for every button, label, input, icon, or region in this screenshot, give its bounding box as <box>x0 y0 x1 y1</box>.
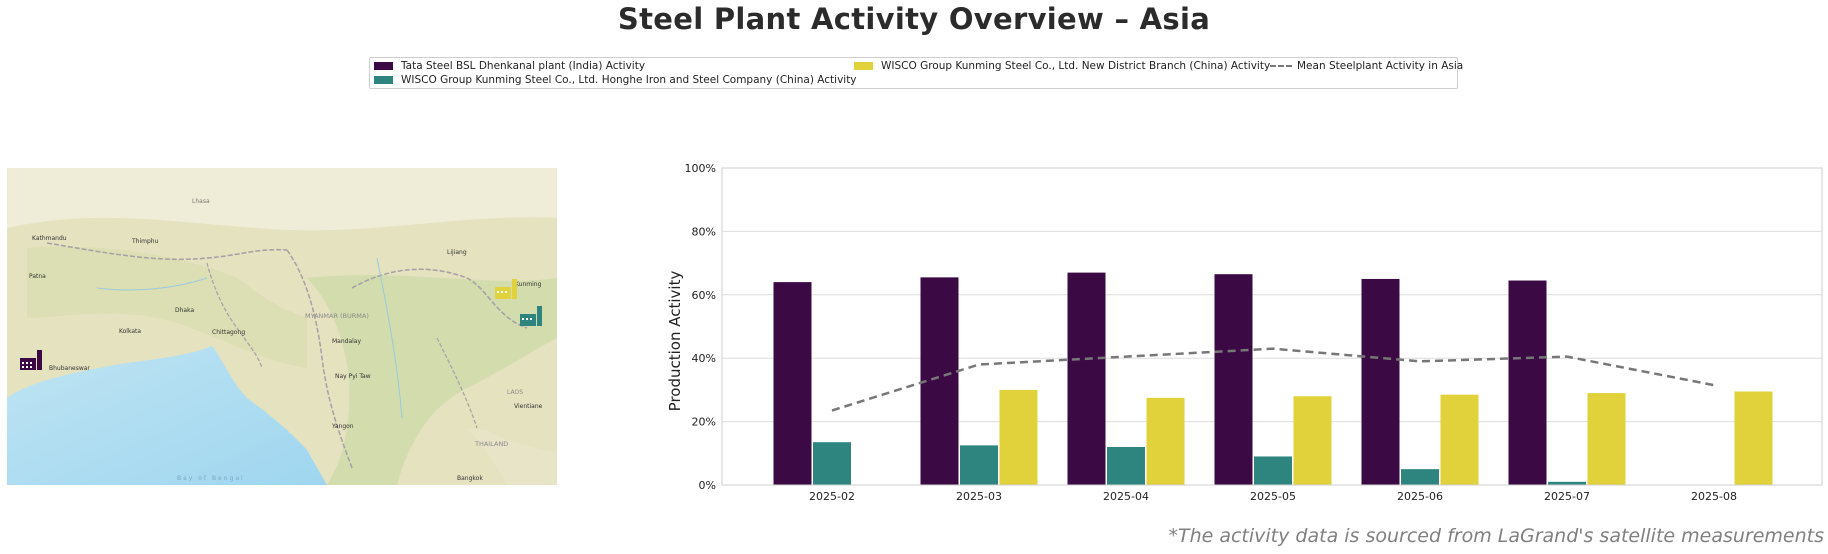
bar <box>773 282 812 485</box>
mean-line-group <box>831 347 1715 412</box>
bar <box>1508 280 1547 485</box>
map-label: Kolkata <box>119 328 141 335</box>
grid <box>722 167 1822 486</box>
x-tick-label: 2025-04 <box>1103 490 1149 503</box>
map-label: LAOS <box>507 389 523 396</box>
bar <box>813 442 851 485</box>
x-tick-label: 2025-06 <box>1397 490 1443 503</box>
map-river-1 <box>96 277 208 291</box>
map-label: MYANMAR (BURMA) <box>305 312 369 320</box>
map-panel: Kathmandu Thimphu Lhasa Lijiang Kunming … <box>7 168 557 485</box>
y-axis-label: Production Activity <box>666 271 684 412</box>
factory-icon-honghe <box>520 306 542 326</box>
legend-swatch-newdistrict <box>854 62 873 70</box>
y-tick-label: 100% <box>685 162 716 175</box>
chart-title: Steel Plant Activity Overview – Asia <box>617 2 1211 36</box>
bar <box>1401 469 1439 485</box>
footnote: *The activity data is sourced from LaGra… <box>1168 525 1824 547</box>
x-tick-label: 2025-05 <box>1250 490 1296 503</box>
bar <box>1587 393 1626 485</box>
map-label: Chittagong <box>212 329 245 336</box>
y-tick-label: 80% <box>692 225 716 238</box>
map-sea <box>7 346 327 485</box>
bar <box>1361 278 1400 485</box>
bar <box>999 389 1038 485</box>
map-label: Bangkok <box>457 475 483 482</box>
map-label: Thimphu <box>131 238 159 245</box>
map-label: Dhaka <box>175 307 194 314</box>
map-border-1 <box>46 242 288 261</box>
map-label: Yangon <box>331 423 354 430</box>
map-label: Patna <box>29 273 46 280</box>
bar <box>1214 274 1253 485</box>
map-lowland <box>27 246 307 368</box>
x-tick-label: 2025-03 <box>956 490 1002 503</box>
bar <box>1548 481 1586 485</box>
y-tick-label: 0% <box>699 479 716 492</box>
map-svg: Kathmandu Thimphu Lhasa Lijiang Kunming … <box>7 168 557 485</box>
bar <box>1146 397 1185 485</box>
axes: 0% 20% 40% 60% 80% 100% 2025-02 2025-03 2025-04 2… <box>685 162 1823 503</box>
map-border-2 <box>286 249 353 469</box>
legend-swatch-honghe <box>374 76 393 84</box>
map-label: Nay Pyi Taw <box>335 373 371 380</box>
bar <box>1734 391 1773 485</box>
map-label: Vientiane <box>514 403 543 410</box>
x-tick-label: 2025-07 <box>1544 490 1590 503</box>
bar <box>1107 446 1145 485</box>
map-label: Kunming <box>515 281 542 288</box>
legend-swatch-tata <box>374 62 393 70</box>
legend-dash-mean <box>1270 65 1292 67</box>
map-river-2 <box>376 257 403 419</box>
x-tick-label: 2025-08 <box>1691 490 1737 503</box>
map-labels: Kathmandu Thimphu Lhasa Lijiang Kunming … <box>29 198 543 482</box>
bar <box>1067 272 1106 485</box>
legend-label-tata: Tata Steel BSL Dhenkanal plant (India) A… <box>401 60 646 72</box>
map-thai-land <box>467 428 557 485</box>
map-forest <box>307 275 557 485</box>
legend-label-honghe: WISCO Group Kunming Steel Co., Ltd. Hong… <box>401 74 857 86</box>
map-border-4 <box>206 262 263 369</box>
y-tick-label: 20% <box>692 416 716 429</box>
bar <box>1293 396 1332 485</box>
bars <box>773 272 1773 485</box>
bar <box>1440 394 1479 485</box>
y-tick-label: 40% <box>692 352 716 365</box>
map-label: Mandalay <box>332 338 361 345</box>
bar <box>960 445 998 485</box>
mean-line <box>831 347 1715 412</box>
map-label: Bhubaneswar <box>49 365 90 372</box>
map-label: THAILAND <box>474 440 508 448</box>
bar <box>920 277 959 485</box>
legend: Tata Steel BSL Dhenkanal plant (India) A… <box>369 57 1463 89</box>
legend-label-mean: Mean Steelplant Activity in Asia <box>1297 60 1464 72</box>
map-border-3 <box>351 268 528 329</box>
factory-icon-newdistrict <box>495 279 517 299</box>
map-label: Kathmandu <box>32 235 67 242</box>
bar <box>1254 456 1292 485</box>
y-tick-label: 60% <box>692 289 716 302</box>
x-tick-label: 2025-02 <box>809 490 855 503</box>
map-label: Lijiang <box>447 249 467 256</box>
map-label: Bay of Bengal <box>177 475 245 482</box>
legend-label-newdistrict: WISCO Group Kunming Steel Co., Ltd. New … <box>881 60 1271 72</box>
plot-frame <box>721 167 1823 486</box>
factory-icon-tata <box>20 350 42 370</box>
map-border-5 <box>436 337 478 429</box>
map-label: Lhasa <box>192 198 210 205</box>
map-plateau <box>7 168 557 231</box>
